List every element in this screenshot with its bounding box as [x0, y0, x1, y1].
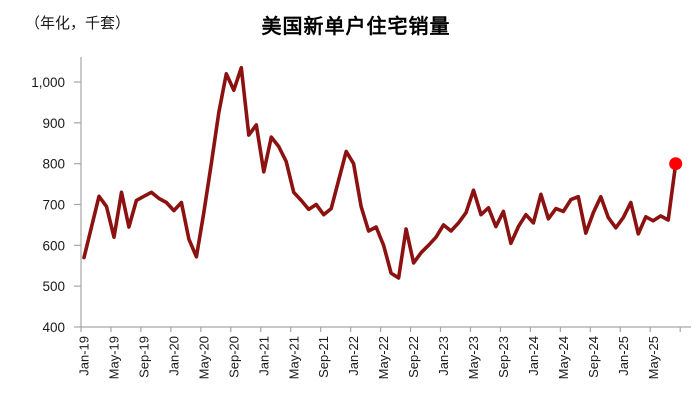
x-tick-label: May-20 [196, 336, 211, 379]
x-tick-label: May-23 [466, 336, 481, 379]
x-tick-label: Jan-24 [526, 336, 541, 376]
x-tick-label: Sep-20 [226, 336, 241, 378]
x-tick-label: Sep-19 [136, 336, 151, 378]
y-tick-label: 500 [42, 279, 65, 294]
x-tick-label: Jan-19 [77, 336, 92, 376]
chart-title: 美国新单户住宅销量 [261, 16, 451, 38]
y-tick-label: 700 [42, 198, 65, 213]
x-tick-label: May-21 [286, 336, 301, 379]
x-tick-label: Jan-20 [166, 336, 181, 376]
x-tick-label: Sep-22 [406, 336, 421, 378]
x-tick-label: Sep-24 [586, 336, 601, 378]
y-tick-label: 600 [42, 238, 65, 253]
y-tick-label: 800 [42, 157, 65, 172]
y-tick-label: 900 [42, 116, 65, 131]
x-tick-label: Sep-23 [496, 336, 511, 378]
x-tick-label: Jan-22 [346, 336, 361, 376]
x-tick-label: Jan-21 [256, 336, 271, 376]
sales-line [82, 65, 678, 280]
y-tick-label: 1,000 [31, 75, 65, 90]
x-tick-label: Jan-25 [616, 336, 631, 376]
latest-point-marker [669, 157, 683, 171]
x-tick-label: Sep-21 [316, 336, 331, 378]
x-tick-label: May-24 [556, 336, 571, 379]
x-tick-label: May-25 [646, 336, 661, 379]
y-axis-unit-label: （年化，千套） [25, 15, 131, 32]
x-tick-label: May-22 [376, 336, 391, 379]
x-tick-label: May-19 [107, 336, 122, 379]
y-tick-label: 400 [42, 320, 65, 335]
x-tick-label: Jan-23 [436, 336, 451, 376]
